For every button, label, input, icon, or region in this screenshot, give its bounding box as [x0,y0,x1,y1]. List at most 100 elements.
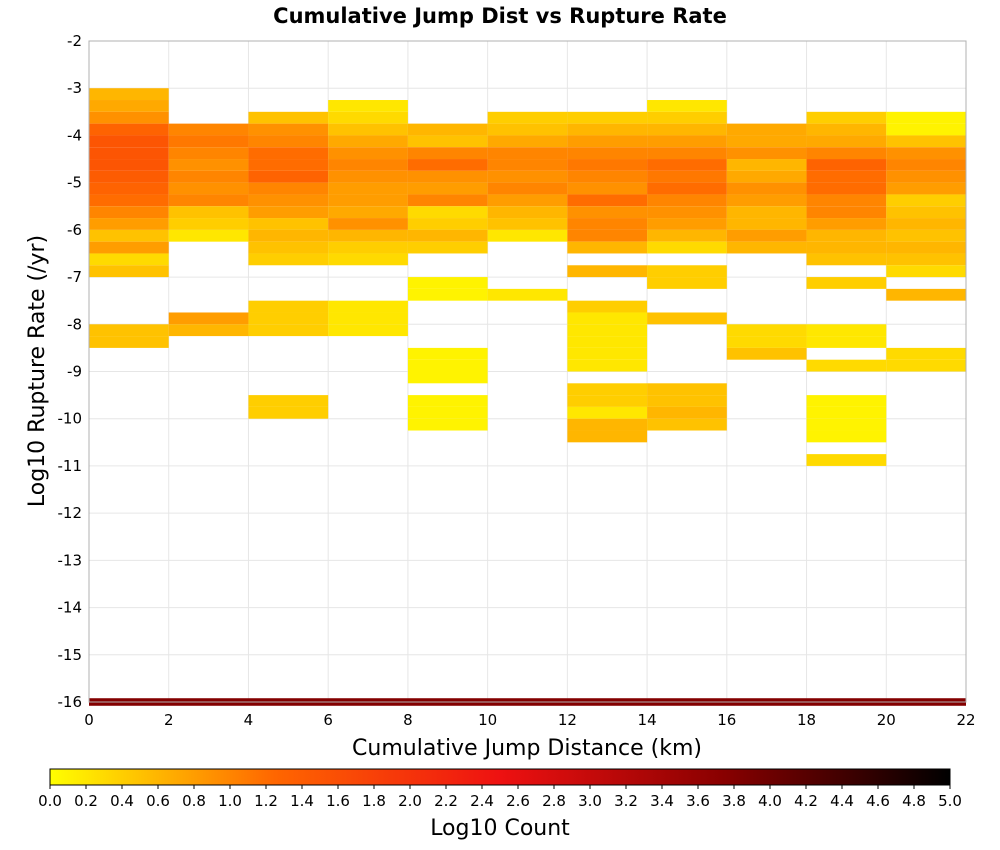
chart-title: Cumulative Jump Dist vs Rupture Rate [273,4,727,28]
heatmap-cell [726,229,807,242]
heatmap-cell [567,170,648,183]
heatmap-cell [248,406,329,419]
heatmap-cell [407,395,488,407]
y-tick-label: -12 [58,504,83,522]
heatmap-cell [806,135,887,148]
heatmap-cell [89,135,169,148]
y-tick-label: -2 [67,32,82,50]
heatmap-cell [806,454,887,466]
heatmap-cell [567,347,648,360]
heatmap-cell [248,170,329,183]
x-tick-label: 0 [84,711,94,729]
heatmap-cell [248,218,329,230]
heatmap-cell [806,194,887,207]
heatmap-cell [886,253,966,266]
heatmap-cell [89,218,169,230]
x-tick-label: 18 [797,711,816,729]
heatmap-cell [328,182,408,195]
heatmap-cell [567,241,648,254]
heatmap-cell [647,170,727,183]
heatmap-cell [487,170,568,183]
heatmap-cell [567,418,648,431]
heatmap-cell [248,147,329,160]
heatmap-cell [726,241,807,254]
heatmap-cell [647,312,727,325]
colorbar-tick-label: 4.6 [866,792,890,810]
heatmap-cell [726,324,807,337]
heatmap-cell [328,123,408,136]
heatmap-cell [328,135,408,148]
heatmap-cell [647,383,727,396]
y-tick-label: -8 [67,315,82,333]
heatmap-cell [89,123,169,136]
heatmap-cell [89,147,169,160]
heatmap-cell [168,324,249,337]
heatmap-cell [886,159,966,171]
heatmap-cell [886,206,966,219]
heatmap-cell [886,147,966,160]
heatmap-cell [407,170,488,183]
heatmap-cell [647,111,727,124]
heatmap-cell [487,135,568,148]
heatmap-cell [487,111,568,124]
heatmap-cell [487,182,568,195]
x-tick-label: 4 [244,711,254,729]
heatmap-cell [567,218,648,230]
heatmap-cell [886,241,966,254]
heatmap-cell [726,336,807,348]
heatmap-cell [328,100,408,112]
heatmap-cell [806,241,887,254]
heatmap-cell [567,430,648,443]
heatmap-cell [168,123,249,136]
colorbar-tick-label: 0.8 [182,792,206,810]
heatmap-cell [328,229,408,242]
heatmap-cell [328,300,408,313]
heatmap-cell [886,135,966,148]
heatmap-cell [168,218,249,230]
y-tick-label: -10 [58,410,83,428]
heatmap-cell [328,159,408,171]
heatmap-cell [487,147,568,160]
colorbar-tick-label: 3.6 [686,792,710,810]
heatmap-cell [647,229,727,242]
heatmap-cell [886,111,966,124]
colorbar-tick-label: 1.2 [254,792,278,810]
heatmap-cell [726,182,807,195]
y-tick-label: -6 [67,221,82,239]
heatmap-cell [407,218,488,230]
heatmap-cell [248,312,329,325]
y-tick-label: -15 [58,646,83,664]
y-tick-label: -3 [67,79,82,97]
heatmap-cell [726,159,807,171]
heatmap-cell [726,218,807,230]
heatmap-cell [567,312,648,325]
heatmap-cell [248,229,329,242]
heatmap-cell [806,147,887,160]
heatmap-cell [168,147,249,160]
heatmap-cell [407,347,488,360]
heatmap-cell [487,206,568,219]
colorbar-tick-label: 5.0 [938,792,962,810]
heatmap-cell [328,194,408,207]
heatmap-cell [647,100,727,112]
heatmap-cell [407,147,488,160]
heatmap-cell [647,265,727,278]
heatmap-cell [248,182,329,195]
heatmap-cell [407,206,488,219]
y-tick-label: -14 [58,599,83,617]
y-tick-label: -16 [58,693,83,711]
heatmap-cell [328,147,408,160]
colorbar-tick-label: 4.0 [758,792,782,810]
heatmap-cell [248,324,329,337]
heatmap-cell [567,147,648,160]
heatmap-cell [248,241,329,254]
heatmap-cell [647,123,727,136]
heatmap-cell [407,371,488,384]
colorbar-tick-label: 0.6 [146,792,170,810]
heatmap-cell [328,253,408,266]
heatmap-cell [487,123,568,136]
heatmap-cell [806,253,887,266]
heatmap-cell [806,111,887,124]
heatmap-cell [806,159,887,171]
